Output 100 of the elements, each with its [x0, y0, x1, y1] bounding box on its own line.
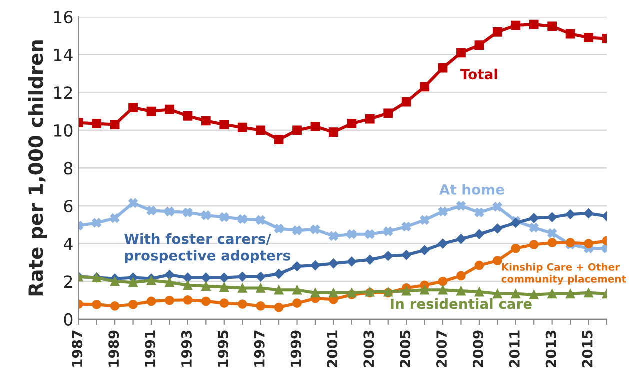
point	[347, 119, 357, 128]
point	[274, 224, 284, 234]
point	[566, 29, 576, 39]
point	[547, 212, 558, 222]
point	[365, 114, 375, 124]
x-tick-label: 1997	[254, 330, 265, 367]
point	[548, 22, 558, 32]
point	[183, 208, 193, 218]
x-tick-label: 2007	[436, 330, 448, 368]
x-tick-label: 2003	[364, 330, 374, 368]
point	[274, 285, 284, 295]
point	[292, 262, 302, 272]
point	[310, 260, 320, 270]
point	[92, 300, 102, 310]
point	[238, 284, 248, 293]
point	[310, 288, 320, 298]
point	[584, 33, 594, 42]
point	[529, 213, 540, 224]
point	[292, 298, 302, 308]
point	[201, 296, 211, 306]
point	[110, 301, 120, 311]
point	[420, 245, 430, 256]
y-tick-label: 10	[54, 124, 73, 137]
point	[511, 289, 521, 299]
series-label: Kinship Care + Other community placement	[502, 263, 626, 285]
x-tick-label: 1995	[218, 330, 228, 367]
x-tick-label: 2001	[327, 330, 338, 368]
point	[164, 270, 175, 280]
x-tick-label: 1993	[181, 330, 192, 367]
series-label: With foster carers/ prospective adopters	[124, 234, 290, 264]
point	[183, 272, 193, 283]
point	[201, 116, 211, 126]
point	[220, 298, 230, 308]
point	[456, 234, 466, 244]
y-tick-label: 14	[54, 48, 73, 62]
point	[256, 272, 266, 282]
point	[346, 256, 357, 267]
point	[274, 302, 284, 312]
point	[492, 289, 502, 299]
point	[402, 250, 412, 260]
point	[292, 226, 302, 236]
point	[183, 280, 193, 290]
point	[474, 287, 484, 297]
point	[220, 120, 230, 130]
point	[201, 282, 211, 292]
point	[402, 222, 412, 232]
point	[456, 201, 466, 211]
point	[238, 272, 248, 282]
point	[92, 218, 102, 228]
y-tick-label: 6	[64, 200, 73, 213]
point	[310, 224, 320, 234]
point	[165, 206, 174, 216]
point	[292, 285, 302, 295]
point	[110, 214, 120, 223]
point	[128, 198, 138, 208]
y-tick-label: 16	[54, 10, 73, 24]
point	[438, 206, 448, 216]
y-tick-label: 0	[64, 313, 73, 326]
point	[402, 286, 412, 296]
point	[566, 210, 576, 220]
point	[365, 230, 375, 240]
point	[128, 300, 138, 310]
point	[165, 278, 174, 288]
point	[329, 288, 338, 298]
point	[584, 239, 594, 248]
y-tick-label: 2	[64, 276, 72, 288]
point	[492, 202, 502, 212]
point	[402, 97, 412, 107]
point	[329, 232, 338, 241]
point	[529, 223, 539, 232]
point	[165, 296, 174, 306]
point	[474, 208, 484, 218]
point	[110, 120, 120, 130]
series-label: Total	[460, 68, 498, 80]
point	[420, 82, 430, 92]
point	[365, 254, 376, 265]
point	[238, 214, 248, 224]
point	[146, 296, 156, 306]
point	[310, 122, 320, 132]
point	[238, 300, 248, 309]
point	[420, 285, 430, 295]
series-label: In residential care	[391, 298, 532, 310]
point	[328, 258, 339, 269]
point	[256, 126, 266, 136]
point	[220, 212, 230, 222]
point	[584, 208, 594, 219]
point	[529, 290, 539, 300]
point	[456, 286, 466, 296]
y-tick-label: 8	[64, 162, 73, 175]
x-tick-label: 1989	[108, 330, 120, 367]
point	[529, 20, 539, 30]
x-tick-label: 2011	[509, 330, 520, 368]
point	[584, 288, 594, 298]
point	[492, 224, 503, 234]
point	[548, 238, 558, 248]
point	[511, 20, 521, 30]
point	[292, 126, 302, 136]
point	[456, 48, 466, 58]
point	[548, 228, 558, 238]
point	[384, 108, 394, 118]
